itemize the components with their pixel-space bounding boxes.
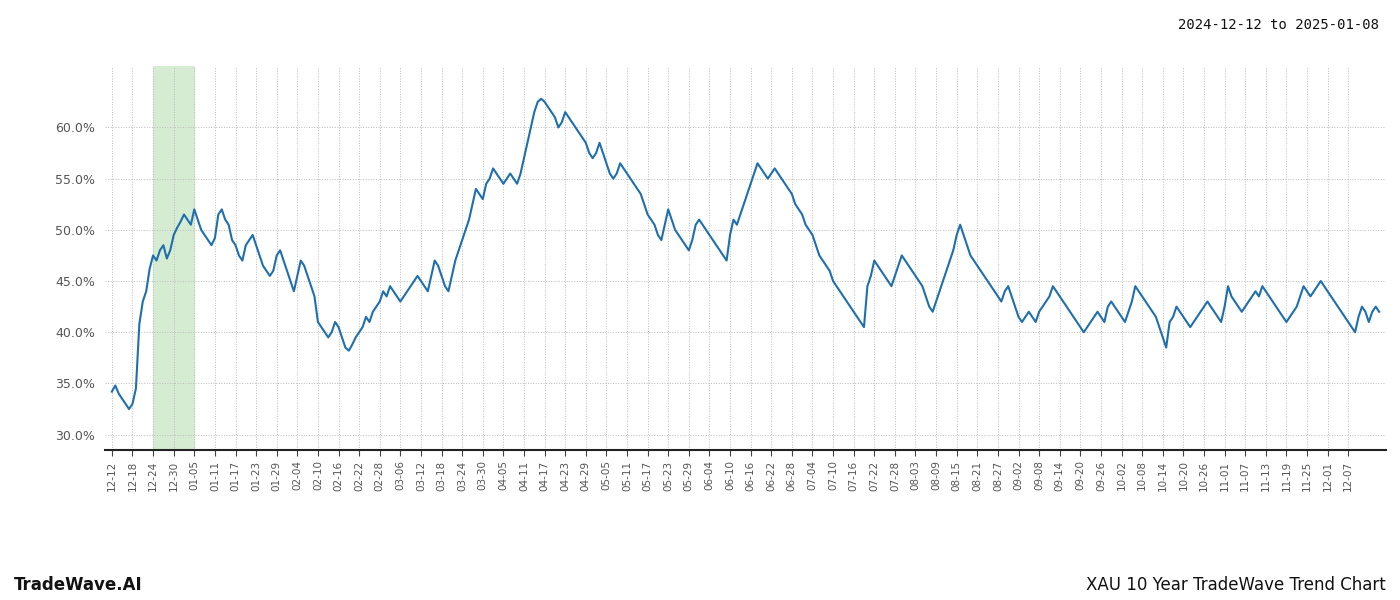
Text: TradeWave.AI: TradeWave.AI xyxy=(14,576,143,594)
Text: XAU 10 Year TradeWave Trend Chart: XAU 10 Year TradeWave Trend Chart xyxy=(1086,576,1386,594)
Text: 2024-12-12 to 2025-01-08: 2024-12-12 to 2025-01-08 xyxy=(1177,18,1379,32)
Bar xyxy=(153,66,195,450)
